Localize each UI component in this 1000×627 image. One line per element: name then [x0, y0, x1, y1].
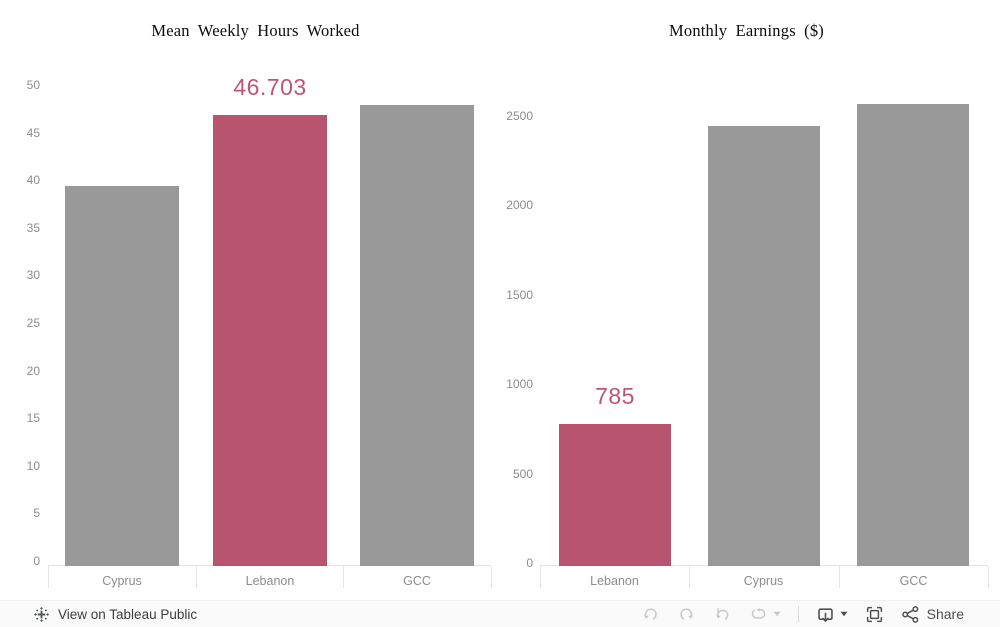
y-tick-label: 500	[512, 467, 533, 481]
reset-icon	[715, 607, 728, 620]
category-label-gcc[interactable]: GCC	[899, 574, 928, 588]
replay-button[interactable]	[749, 605, 781, 623]
bar-lebanon[interactable]	[213, 115, 327, 566]
toolbar-separator	[797, 606, 799, 622]
category-divider	[48, 566, 49, 588]
y-tick-label: 50	[26, 78, 40, 92]
y-tick-label: 25	[26, 316, 40, 330]
download-icon	[817, 607, 833, 622]
y-tick-label: 10	[26, 459, 40, 473]
category-label-lebanon[interactable]: Lebanon	[245, 574, 295, 588]
share-label: Share	[926, 606, 964, 622]
category-divider	[839, 566, 840, 588]
bar-lebanon[interactable]	[559, 424, 671, 566]
redo-button[interactable]	[677, 605, 696, 623]
undo-button[interactable]	[641, 605, 660, 623]
y-tick-label: 0	[526, 556, 533, 570]
y-tick-label: 2500	[506, 109, 533, 123]
download-button[interactable]	[816, 605, 848, 624]
y-tick-label: 5	[33, 506, 40, 520]
category-label-gcc[interactable]: GCC	[403, 574, 431, 588]
bar-cyprus[interactable]	[708, 126, 820, 566]
caret-down-icon	[773, 611, 781, 617]
bar-cyprus[interactable]	[65, 186, 179, 566]
y-tick-label: 0	[33, 554, 40, 568]
undo-icon	[643, 608, 657, 620]
replay-icon	[751, 607, 765, 619]
caret-down-icon	[840, 611, 848, 617]
fullscreen-icon	[866, 606, 882, 622]
bar-gcc[interactable]	[360, 105, 474, 566]
share-button[interactable]: Share	[901, 605, 964, 624]
redo-icon	[679, 608, 693, 620]
y-tick-label: 45	[26, 126, 40, 140]
y-tick-label: 20	[26, 364, 40, 378]
y-tick-label: 2000	[506, 198, 533, 212]
tableau-logo-icon	[34, 606, 49, 622]
y-tick-label: 1000	[506, 377, 533, 391]
category-divider	[988, 566, 989, 588]
data-label-hours: 46.703	[233, 74, 307, 100]
chart-title-hours: Mean Weekly Hours Worked	[151, 21, 360, 40]
fullscreen-button[interactable]	[865, 605, 884, 624]
y-tick-label: 30	[26, 268, 40, 282]
y-tick-label: 15	[26, 411, 40, 425]
category-divider	[343, 566, 344, 588]
view-on-tableau-public-link[interactable]: View on Tableau Public	[33, 606, 197, 623]
y-tick-label: 35	[26, 221, 40, 235]
share-icon	[901, 605, 918, 623]
view-link-label: View on Tableau Public	[58, 606, 198, 622]
bar-gcc[interactable]	[857, 104, 969, 566]
category-divider	[491, 566, 492, 588]
category-label-cyprus[interactable]: Cyprus	[743, 574, 784, 588]
data-label-earnings: 785	[595, 383, 635, 409]
category-divider	[689, 566, 690, 588]
footer-toolbar: View on Tableau Public	[0, 600, 1000, 627]
category-label-cyprus[interactable]: Cyprus	[102, 574, 142, 588]
category-label-lebanon[interactable]: Lebanon	[590, 574, 639, 588]
reset-button[interactable]	[713, 605, 732, 623]
y-tick-label: 1500	[506, 288, 533, 302]
category-divider	[540, 566, 541, 588]
y-tick-label: 40	[26, 173, 40, 187]
category-divider	[196, 566, 197, 588]
chart-title-earnings: Monthly Earnings ($)	[669, 21, 824, 40]
viz-controls: Share	[641, 605, 964, 624]
